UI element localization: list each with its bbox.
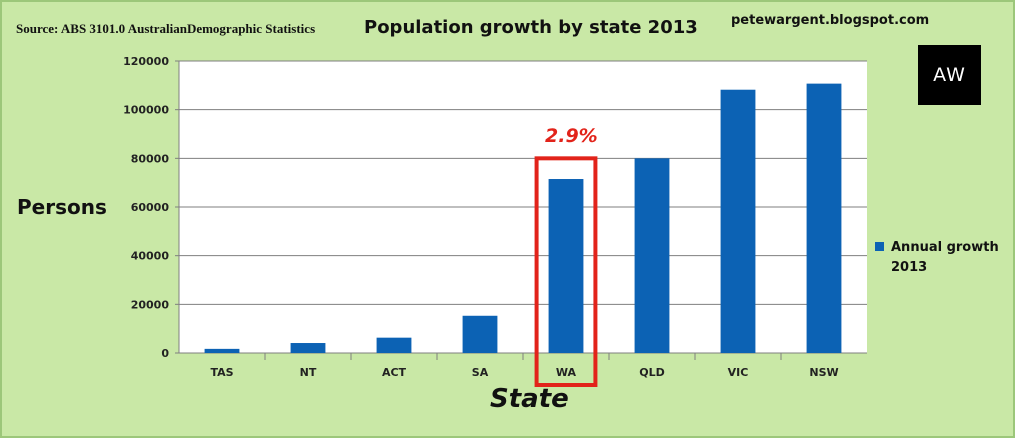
legend-swatch <box>875 242 884 251</box>
x-tick-label: SA <box>472 366 489 379</box>
bar-vic <box>720 89 756 354</box>
y-tick-label: 20000 <box>131 298 170 311</box>
x-tick-label: NT <box>300 366 317 379</box>
blog-url: petewargent.blogspot.com <box>731 13 930 28</box>
wa-growth-annotation: 2.9% <box>545 125 598 147</box>
y-tick-label: 100000 <box>123 104 169 117</box>
logo-text: AW <box>933 64 966 86</box>
x-tick-label: QLD <box>639 366 665 379</box>
bar-act <box>376 337 412 353</box>
bar-nt <box>290 343 326 353</box>
legend-label: Annual growth 2013 <box>891 240 999 275</box>
x-tick-label: WA <box>556 366 577 379</box>
y-tick-label: 40000 <box>131 250 170 263</box>
x-tick-label: VIC <box>728 366 749 379</box>
y-tick-label: 60000 <box>131 201 170 214</box>
x-tick-labels: TAS NT ACT SA WA QLD VIC NSW <box>210 366 838 379</box>
bar-wa <box>548 179 584 353</box>
bars <box>204 83 842 354</box>
bar-tas <box>204 348 240 353</box>
y-axis-label: Persons <box>17 195 107 219</box>
highlight-box <box>534 156 598 387</box>
y-tick-label: 120000 <box>123 55 169 68</box>
bar-qld <box>634 158 670 353</box>
y-tick-label: 0 <box>161 347 169 360</box>
bar-nsw <box>806 83 842 353</box>
x-tick-label: TAS <box>210 366 233 379</box>
y-tick-labels: 0 20000 40000 60000 80000 100000 120000 <box>123 55 169 360</box>
source-note: Source: ABS 3101.0 AustralianDemographic… <box>16 21 316 36</box>
y-tick-label: 80000 <box>131 152 170 165</box>
x-tick-label: ACT <box>382 366 407 379</box>
bar-sa <box>462 315 498 353</box>
x-axis-label: State <box>490 384 569 414</box>
chart-title: Population growth by state 2013 <box>364 17 698 38</box>
x-tick-label: NSW <box>809 366 838 379</box>
aw-logo: AW <box>918 45 981 105</box>
